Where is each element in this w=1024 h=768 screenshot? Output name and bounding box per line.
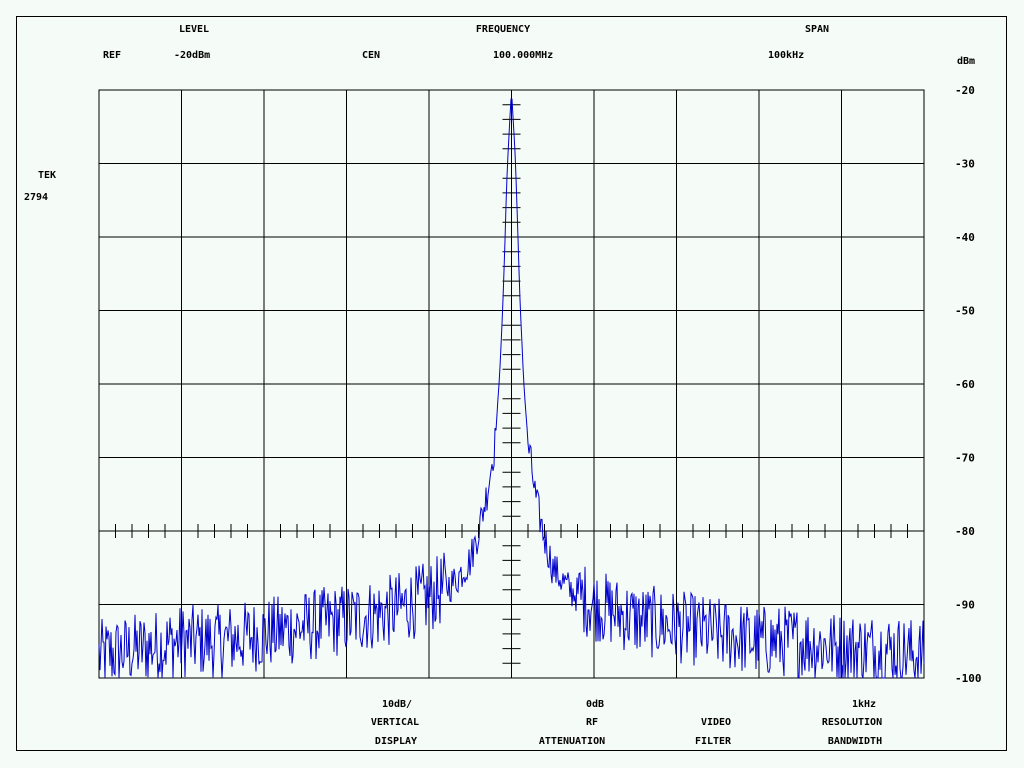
- y-tick-label: -40: [955, 231, 975, 244]
- instrument-brand: TEK: [38, 170, 57, 181]
- graticule: [98, 89, 925, 679]
- span-value: 100kHz: [768, 50, 805, 61]
- vertical-display-label-2: DISPLAY: [374, 736, 418, 747]
- y-tick-label: -90: [955, 599, 975, 612]
- y-tick-label: -30: [955, 158, 975, 171]
- cen-value: 100.000MHz: [493, 50, 554, 61]
- rf-attenuation-value: 0dB: [585, 699, 605, 710]
- vertical-display-label-1: VERTICAL: [370, 717, 420, 728]
- y-tick-label: -60: [955, 378, 975, 391]
- cen-label: CEN: [362, 50, 381, 61]
- video-filter-label-1: VIDEO: [700, 717, 732, 728]
- y-tick-label: -50: [955, 305, 975, 318]
- trace-layer: [98, 98, 925, 679]
- resolution-bandwidth-label-1: RESOLUTION: [821, 717, 883, 728]
- vertical-display-value: 10dB/: [381, 699, 413, 710]
- y-tick-label: -20: [955, 84, 975, 97]
- instrument-model: 2794: [24, 192, 49, 203]
- span-title: SPAN: [804, 24, 830, 35]
- ref-value: -20dBm: [174, 50, 211, 61]
- unit-label: dBm: [957, 56, 976, 67]
- y-tick-label: -70: [955, 452, 975, 465]
- spectrum-trace: [98, 98, 925, 679]
- rf-attenuation-label-2: ATTENUATION: [538, 736, 606, 747]
- display-frame: [16, 16, 1007, 751]
- y-tick-labels: -20 -30 -40 -50 -60 -70 -80 -90 -100: [955, 84, 982, 685]
- y-tick-label: -80: [955, 525, 975, 538]
- frequency-title: FREQUENCY: [475, 24, 531, 35]
- resolution-bandwidth-label-2: BANDWIDTH: [827, 736, 883, 747]
- rf-attenuation-label-1: RF: [585, 717, 599, 728]
- ref-label: REF: [103, 50, 122, 61]
- video-filter-label-2: FILTER: [694, 736, 732, 747]
- resolution-bandwidth-value: 1kHz: [851, 699, 877, 710]
- level-title: LEVEL: [178, 24, 210, 35]
- y-tick-label: -100: [955, 672, 982, 685]
